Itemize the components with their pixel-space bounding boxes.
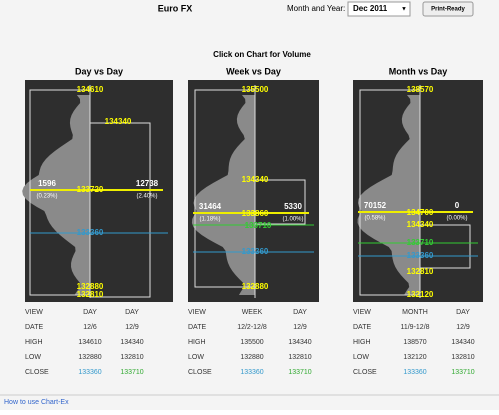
volume-profile <box>22 95 90 295</box>
table-cell: VIEW <box>353 309 371 316</box>
price-label: 135500 <box>242 85 269 94</box>
table-cell: 12/6 <box>83 324 97 331</box>
help-link[interactable]: How to use Chart-Ex <box>4 399 69 406</box>
table-cell: 138570 <box>403 339 426 346</box>
table-cell: 12/9 <box>125 324 139 331</box>
panel-title: Day vs Day <box>75 66 123 76</box>
table-cell: DAY <box>83 309 97 316</box>
range-box <box>359 89 420 296</box>
table-cell: 134610 <box>78 339 101 346</box>
table-cell: DATE <box>353 324 371 331</box>
price-label: 134700 <box>407 208 434 217</box>
price-label: 133360 <box>242 247 269 256</box>
instruction: Click on Chart for Volume <box>213 50 311 59</box>
price-label: 133360 <box>407 251 434 260</box>
volume-profile <box>357 95 420 295</box>
table-cell: VIEW <box>188 309 206 316</box>
table-cell: DAY <box>293 309 307 316</box>
price-label: 134340 <box>105 117 132 126</box>
table-cell: 132810 <box>288 354 311 361</box>
right-pct: (2.40%) <box>136 194 157 200</box>
right-volume: 12738 <box>136 179 159 188</box>
range-box <box>194 89 255 288</box>
right-pct: (0.00%) <box>446 216 467 222</box>
panel-title: Week vs Day <box>226 66 281 76</box>
price-label: 133710 <box>407 238 434 247</box>
left-volume: 31464 <box>199 202 222 211</box>
table-cell: 134340 <box>451 339 474 346</box>
table-cell: 12/9 <box>456 324 470 331</box>
table-cell: 12/2-12/8 <box>237 324 267 331</box>
left-pct: (0.58%) <box>364 216 385 222</box>
price-label: 132810 <box>407 267 434 276</box>
month-value: Dec 2011 <box>353 4 388 13</box>
right-pct: (1.00%) <box>282 217 303 223</box>
print-button-label: Print-Ready <box>431 7 465 13</box>
price-label: 133710 <box>245 221 272 230</box>
table-cell: CLOSE <box>188 369 212 376</box>
table-cell: 132880 <box>78 354 101 361</box>
table-cell: 133360 <box>403 369 426 376</box>
volume-profile <box>191 95 255 295</box>
price-label: 133720 <box>77 185 104 194</box>
table-cell: HIGH <box>353 339 371 346</box>
price-label: 132880 <box>242 282 269 291</box>
table-cell: 132120 <box>403 354 426 361</box>
table-cell: MONTH <box>402 309 428 316</box>
price-label: 133360 <box>77 228 104 237</box>
table-cell: DATE <box>188 324 206 331</box>
dropdown-arrow: ▼ <box>401 7 407 13</box>
range-box <box>255 179 306 225</box>
price-label: 134610 <box>77 85 104 94</box>
table-cell: 135500 <box>240 339 263 346</box>
price-label: 134340 <box>407 220 434 229</box>
month-select[interactable] <box>347 1 411 17</box>
table-cell: 12/9 <box>293 324 307 331</box>
price-label: 133860 <box>242 209 269 218</box>
table-cell: 133710 <box>288 369 311 376</box>
table-cell: 133710 <box>120 369 143 376</box>
table-cell: LOW <box>25 354 41 361</box>
table-cell: 133360 <box>240 369 263 376</box>
price-label: 138570 <box>407 85 434 94</box>
table-cell: DAY <box>456 309 470 316</box>
table-cell: CLOSE <box>353 369 377 376</box>
table-cell: 132810 <box>451 354 474 361</box>
left-volume: 70152 <box>364 201 387 210</box>
price-label: 132810 <box>77 290 104 299</box>
left-pct: (1.18%) <box>199 217 220 223</box>
table-cell: DATE <box>25 324 43 331</box>
table-cell: 132810 <box>120 354 143 361</box>
month-label: Month and Year: <box>287 4 345 13</box>
title: Euro FX <box>158 3 193 13</box>
range-box <box>29 89 90 296</box>
right-volume: 5330 <box>284 202 302 211</box>
table-cell: LOW <box>188 354 204 361</box>
price-label: 132120 <box>407 290 434 299</box>
table-cell: HIGH <box>188 339 206 346</box>
table-cell: WEEK <box>242 309 263 316</box>
table-cell: DAY <box>125 309 139 316</box>
left-pct: (0.23%) <box>36 194 57 200</box>
table-cell: 134340 <box>120 339 143 346</box>
price-label: 132880 <box>77 282 104 291</box>
right-volume: 0 <box>455 201 460 210</box>
table-cell: 133710 <box>451 369 474 376</box>
table-cell: VIEW <box>25 309 43 316</box>
range-box <box>420 224 471 269</box>
range-box <box>90 122 151 298</box>
table-cell: HIGH <box>25 339 43 346</box>
panel-title: Month vs Day <box>389 66 448 76</box>
price-label: 134340 <box>242 175 269 184</box>
print-button[interactable] <box>422 1 474 17</box>
left-volume: 1596 <box>38 179 56 188</box>
table-cell: 11/9-12/8 <box>400 324 429 331</box>
table-cell: 134340 <box>288 339 311 346</box>
table-cell: CLOSE <box>25 369 49 376</box>
table-cell: 132880 <box>240 354 263 361</box>
table-cell: 133360 <box>78 369 101 376</box>
table-cell: LOW <box>353 354 369 361</box>
